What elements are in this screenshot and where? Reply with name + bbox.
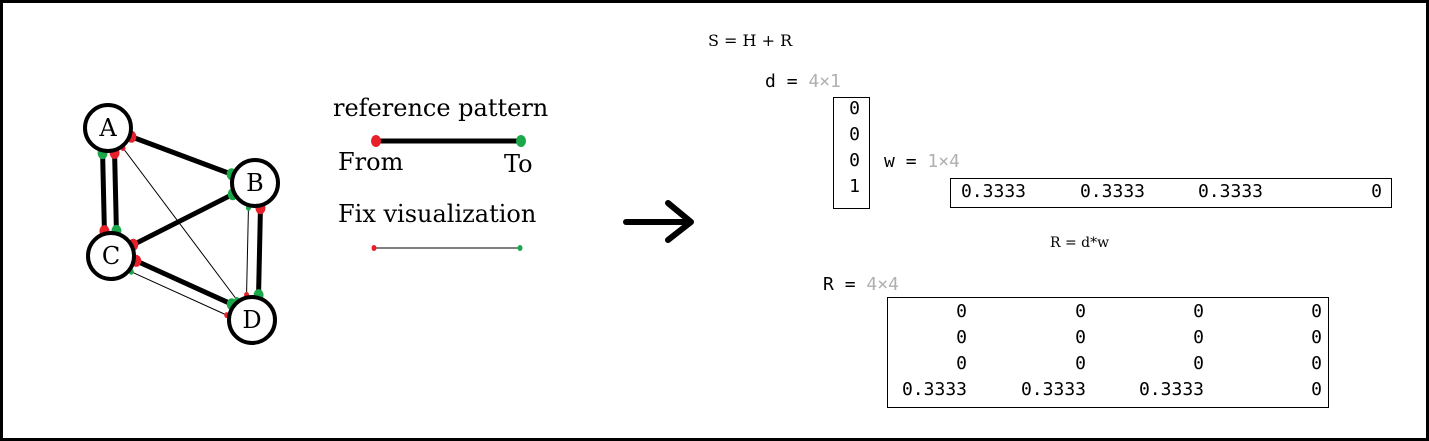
w-matrix-box [950, 178, 1392, 208]
right-arrow-icon [623, 200, 694, 243]
legend-title: reference pattern [333, 94, 549, 122]
r-cell: 0 [956, 327, 967, 348]
graph-edge-B-D [253, 202, 266, 302]
w-cell: 0.3333 [960, 181, 1026, 202]
d-cell: 1 [849, 176, 860, 197]
r-cell: 0.3333 [1138, 379, 1204, 400]
r-matrix-box [887, 297, 1329, 408]
r-cell: 0 [1311, 301, 1322, 322]
graph-node-B: B [230, 158, 280, 208]
w-name: w [884, 151, 895, 172]
equation-s: S = H + R [708, 31, 793, 50]
r-cell: 0 [956, 353, 967, 374]
node-label: B [246, 169, 264, 197]
r-cell: 0 [1311, 353, 1322, 374]
graph-node-A: A [83, 103, 133, 153]
d-size: 4×1 [808, 71, 841, 92]
d-name: d [765, 71, 776, 92]
graph-edge-C-A [97, 147, 110, 238]
r-cell: 0.3333 [1020, 379, 1086, 400]
r-cell: 0.3333 [901, 379, 967, 400]
fix-visualization-line [371, 245, 523, 251]
legend-to-label: To [504, 150, 533, 178]
r-name: R [823, 274, 834, 295]
r-cell: 0 [1311, 379, 1322, 400]
r-header: R = 4×4 [823, 274, 899, 295]
r-cell: 0 [1193, 353, 1204, 374]
graph-edge-A-C [109, 146, 122, 237]
graph-edge-C-B [128, 188, 238, 251]
r-eq: = [844, 274, 856, 295]
node-label: C [102, 242, 120, 270]
r-cell: 0 [1193, 301, 1204, 322]
graph-edge-C-D [131, 254, 237, 311]
legend-from-label: From [338, 148, 404, 176]
graph-edge-D-C [128, 268, 230, 319]
d-eq: = [786, 71, 798, 92]
r-cell: 0 [956, 301, 967, 322]
graph-edge-A-B [126, 130, 237, 181]
r-size: 4×4 [866, 274, 899, 295]
d-cell: 0 [849, 124, 860, 145]
fix-visualization-title: Fix visualization [338, 200, 537, 228]
w-size: 1×4 [927, 151, 960, 172]
graph-node-C: C [86, 231, 136, 281]
w-cell: 0 [1371, 181, 1382, 202]
r-cell: 0 [1311, 327, 1322, 348]
w-header: w = 1×4 [884, 151, 960, 172]
r-cell: 0 [1193, 327, 1204, 348]
d-matrix-box [833, 97, 870, 209]
w-eq: = [905, 151, 917, 172]
r-cell: 0 [1075, 327, 1086, 348]
equation-r: R = d*w [1050, 235, 1110, 251]
r-cell: 0 [1075, 301, 1086, 322]
reference-pattern-line [371, 135, 526, 147]
graph-edge-D-B [244, 204, 251, 298]
graph-node-D: D [227, 295, 277, 345]
node-label: A [98, 114, 117, 142]
w-cell: 0.3333 [1197, 181, 1263, 202]
r-cell: 0 [1075, 353, 1086, 374]
d-cell: 0 [849, 150, 860, 171]
w-cell: 0.3333 [1079, 181, 1145, 202]
d-header: d = 4×1 [765, 71, 841, 92]
d-cell: 0 [849, 98, 860, 119]
node-label: D [242, 306, 261, 334]
